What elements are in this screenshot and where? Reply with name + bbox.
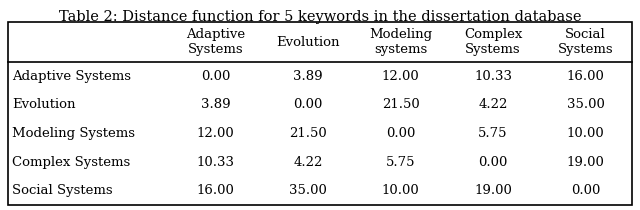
Text: 10.33: 10.33 [474,70,512,83]
Text: Evolution: Evolution [276,35,340,49]
Text: 10.33: 10.33 [196,156,234,169]
Text: 3.89: 3.89 [200,98,230,111]
Text: 19.00: 19.00 [567,156,605,169]
Text: Social
Systems: Social Systems [558,28,614,56]
Text: 5.75: 5.75 [386,156,415,169]
Text: 16.00: 16.00 [567,70,605,83]
Bar [8,22,632,205]
Text: 19.00: 19.00 [474,184,512,197]
Text: Table 2: Distance function for 5 keywords in the dissertation database: Table 2: Distance function for 5 keyword… [59,10,581,24]
Text: 0.00: 0.00 [571,184,600,197]
Text: 3.89: 3.89 [293,70,323,83]
Text: Social Systems: Social Systems [12,184,113,197]
Text: 12.00: 12.00 [381,70,419,83]
Text: 35.00: 35.00 [567,98,605,111]
Text: 0.00: 0.00 [386,127,415,140]
Text: 4.22: 4.22 [293,156,323,169]
Text: Adaptive Systems: Adaptive Systems [12,70,131,83]
Text: Adaptive
Systems: Adaptive Systems [186,28,245,56]
Text: 16.00: 16.00 [196,184,234,197]
Text: 0.00: 0.00 [293,98,323,111]
Text: 0.00: 0.00 [201,70,230,83]
Text: Modeling Systems: Modeling Systems [12,127,135,140]
Text: Complex Systems: Complex Systems [12,156,131,169]
Text: Modeling
systems: Modeling systems [369,28,432,56]
Text: 10.00: 10.00 [381,184,419,197]
Text: 0.00: 0.00 [479,156,508,169]
Text: 21.50: 21.50 [289,127,327,140]
Text: 35.00: 35.00 [289,184,327,197]
Text: Complex
Systems: Complex Systems [464,28,522,56]
Text: 12.00: 12.00 [196,127,234,140]
Text: 4.22: 4.22 [479,98,508,111]
Text: 5.75: 5.75 [478,127,508,140]
Text: Evolution: Evolution [12,98,76,111]
Text: 10.00: 10.00 [567,127,605,140]
Text: 21.50: 21.50 [381,98,419,111]
